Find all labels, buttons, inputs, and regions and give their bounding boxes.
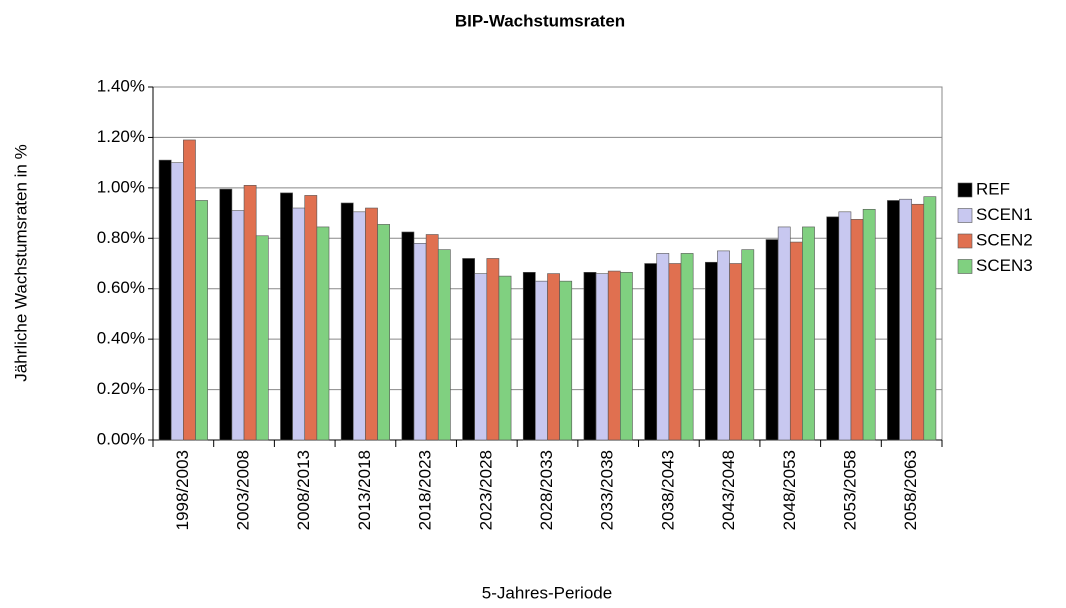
bar: [777, 226, 791, 441]
bar: [425, 234, 439, 441]
bar: [195, 200, 208, 441]
bar: [401, 231, 415, 441]
bar: [717, 250, 730, 441]
bar: [243, 185, 257, 441]
bar: [704, 261, 718, 441]
legend-label: REF: [976, 179, 1010, 198]
y-tick-label: 1.40%: [97, 76, 145, 95]
y-tick-label: 0.40%: [97, 329, 145, 348]
bar: [304, 195, 318, 441]
bar: [680, 253, 694, 441]
legend-label: SCEN2: [976, 230, 1033, 249]
bar: [474, 273, 488, 441]
x-tick-label: 2058/2063: [901, 450, 920, 530]
legend-swatch: [957, 259, 973, 274]
bar: [607, 270, 621, 441]
legend-swatch: [957, 182, 973, 198]
x-tick-label: 2038/2043: [658, 450, 677, 530]
x-tick-label: 1998/2003: [173, 450, 192, 530]
bar: [765, 239, 779, 441]
bar: [850, 219, 864, 441]
y-tick-label: 0.60%: [97, 278, 145, 297]
bar: [620, 272, 633, 441]
bar: [522, 272, 536, 441]
legend-swatch: [957, 208, 973, 223]
bar: [535, 280, 548, 441]
bar: [826, 216, 840, 441]
x-tick-label: 2023/2028: [476, 450, 495, 530]
x-tick-label: 2048/2053: [780, 450, 799, 530]
bar: [462, 258, 475, 441]
y-tick-label: 0.00%: [97, 429, 145, 448]
bar: [789, 241, 803, 441]
x-tick-label: 2003/2008: [234, 450, 253, 530]
bar: [802, 226, 815, 441]
legend-label: SCEN3: [976, 256, 1033, 275]
x-tick-label: 2053/2058: [840, 450, 859, 530]
bar: [183, 139, 196, 441]
x-tick-label: 2043/2048: [719, 450, 738, 530]
bar: [656, 253, 670, 441]
bar: [365, 207, 378, 441]
bar: [729, 263, 743, 441]
bar: [352, 211, 366, 441]
x-tick-label: 2028/2033: [537, 450, 556, 530]
x-tick-label: 2008/2013: [294, 450, 313, 530]
bar: [377, 224, 390, 441]
bar: [316, 226, 330, 441]
bar: [911, 203, 925, 441]
y-tick-label: 1.20%: [97, 127, 145, 146]
bar: [170, 162, 184, 441]
y-tick-label: 0.80%: [97, 228, 145, 247]
bar: [340, 202, 354, 441]
legend-swatch: [957, 233, 973, 249]
y-tick-label: 1.00%: [97, 177, 145, 196]
bar: [838, 211, 852, 441]
x-tick-label: 2013/2018: [355, 450, 374, 530]
bar: [498, 275, 512, 441]
bar: [158, 159, 172, 441]
bar: [899, 198, 912, 441]
bar: [547, 273, 560, 441]
bar: [741, 249, 755, 441]
x-tick-label: 2033/2038: [598, 450, 617, 530]
bar: [595, 273, 609, 441]
x-axis-label: 5-Jahres-Periode: [482, 583, 612, 602]
bar: [413, 243, 427, 441]
x-tick-label: 2018/2023: [416, 450, 435, 530]
bar: [292, 207, 306, 441]
y-tick-label: 0.20%: [97, 379, 145, 398]
bar: [486, 258, 500, 441]
bar: [437, 249, 451, 441]
bar: [887, 200, 900, 441]
y-axis-label: Jährliche Wachstumsraten in %: [11, 144, 30, 381]
legend-label: SCEN1: [976, 205, 1033, 224]
bar: [583, 272, 597, 441]
bar: [559, 280, 573, 441]
bar: [280, 192, 293, 441]
bar: [862, 208, 876, 441]
bar: [231, 210, 245, 441]
bar: [644, 263, 658, 441]
chart-title: BIP-Wachstumsraten: [455, 11, 625, 30]
bar: [923, 196, 937, 441]
bar: [255, 235, 269, 441]
bar: [668, 263, 682, 441]
bar: [219, 188, 233, 441]
